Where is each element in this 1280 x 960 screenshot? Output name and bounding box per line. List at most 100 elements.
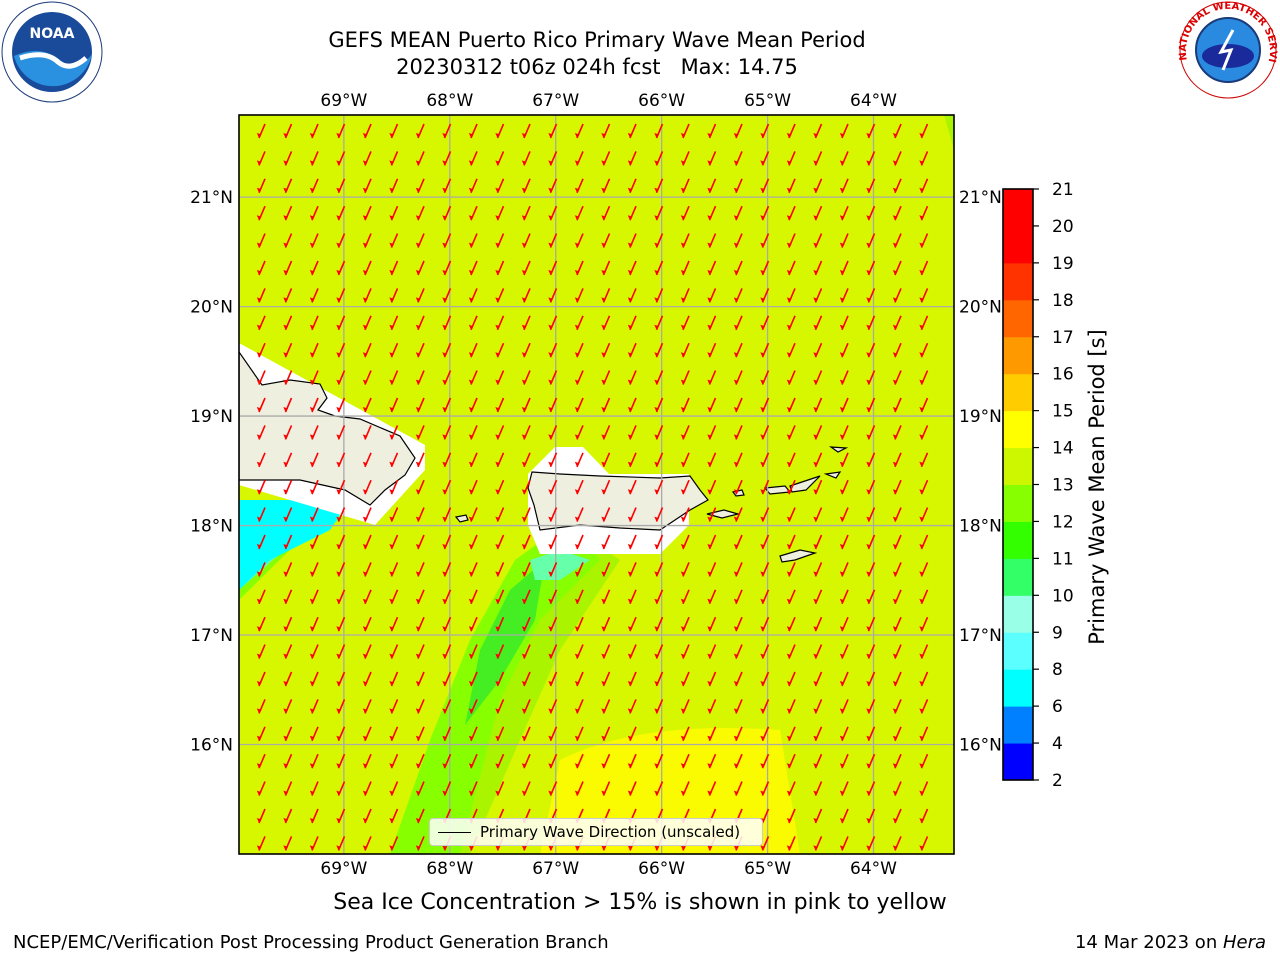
wave-direction-arrow — [866, 397, 876, 413]
wave-direction-arrow — [336, 808, 346, 824]
wave-direction-arrow — [601, 233, 611, 248]
wave-direction-arrow — [813, 589, 823, 605]
wave-direction-arrow — [707, 562, 717, 577]
wave-direction-arrow — [707, 479, 717, 495]
wave-direction-arrow — [389, 616, 399, 632]
wave-direction-arrow — [627, 507, 637, 522]
wave-direction-arrow — [336, 671, 346, 687]
wave-direction-arrow — [336, 233, 346, 248]
wave-direction-arrow — [813, 644, 823, 659]
wave-direction-arrow — [786, 534, 796, 550]
wave-direction-arrow — [707, 342, 717, 358]
wave-direction-arrow — [839, 397, 849, 413]
wave-direction-arrow — [574, 644, 584, 659]
land-hispaniola — [239, 350, 416, 506]
wave-direction-arrow — [627, 589, 637, 605]
wave-direction-arrow — [786, 205, 796, 221]
lat-tick-label-left: 21°N — [190, 188, 233, 208]
wave-direction-arrow — [283, 671, 293, 687]
wave-direction-arrow — [707, 178, 717, 194]
wave-direction-arrow — [919, 808, 929, 824]
wave-direction-arrow — [813, 479, 823, 495]
wave-direction-arrow — [336, 178, 346, 194]
wave-direction-arrow — [309, 205, 319, 221]
wave-direction-arrow — [256, 726, 266, 742]
wave-direction-arrow — [548, 507, 558, 522]
wave-direction-arrow — [521, 397, 531, 413]
wave-direction-arrow — [813, 397, 823, 413]
wave-direction-arrow — [256, 808, 266, 824]
colorbar-tick-label: 11 — [1052, 549, 1074, 569]
wave-direction-arrow — [654, 260, 664, 276]
wave-direction-arrow — [707, 370, 717, 385]
period-13s-corner — [944, 115, 954, 150]
wave-direction-arrow — [415, 397, 425, 413]
wave-direction-arrow — [839, 425, 849, 440]
wave-direction-arrow — [654, 178, 664, 194]
wave-direction-arrow — [442, 260, 452, 276]
wave-direction-arrow — [309, 233, 319, 248]
wave-direction-arrow — [919, 425, 929, 440]
wave-direction-arrow — [389, 260, 399, 276]
wave-direction-arrow — [786, 589, 796, 605]
wave-direction-arrow — [707, 781, 717, 796]
wave-direction-arrow — [919, 616, 929, 632]
wave-direction-arrow — [336, 151, 346, 166]
lon-tick-label-top: 69°W — [320, 91, 367, 111]
colorbar-band — [1003, 410, 1033, 449]
wave-direction-arrow — [362, 753, 372, 769]
wave-direction-arrow — [733, 753, 743, 769]
wave-direction-arrow — [892, 534, 902, 550]
wave-direction-arrow — [574, 260, 584, 276]
wave-direction-arrow — [468, 589, 478, 605]
lon-tick-label-bottom: 68°W — [426, 859, 473, 879]
wave-direction-arrow — [813, 808, 823, 824]
wave-direction-arrow — [680, 425, 690, 440]
lat-tick-label-left: 17°N — [190, 626, 233, 646]
wave-direction-arrow — [362, 178, 372, 194]
wave-direction-arrow — [919, 699, 929, 714]
wave-direction-arrow — [733, 507, 743, 522]
lon-tick-label-bottom: 66°W — [638, 859, 685, 879]
wave-direction-arrow — [256, 699, 266, 714]
wave-direction-arrow — [548, 288, 558, 303]
wave-direction-arrow — [468, 507, 478, 522]
wave-direction-arrow — [839, 205, 849, 221]
chart-title: GEFS MEAN Puerto Rico Primary Wave Mean … — [328, 28, 866, 52]
wave-direction-arrow — [601, 534, 611, 550]
wave-direction-arrow — [442, 151, 452, 166]
land-puerto-rico — [527, 471, 709, 531]
wave-direction-arrow — [362, 644, 372, 659]
wave-direction-arrow — [468, 205, 478, 221]
wave-direction-arrow — [415, 699, 425, 714]
wave-direction-arrow — [839, 671, 849, 687]
wave-direction-arrow — [336, 315, 346, 331]
wave-direction-arrow — [495, 671, 505, 687]
wave-direction-arrow — [760, 397, 770, 413]
wave-direction-arrow — [813, 425, 823, 440]
wave-direction-arrow — [786, 370, 796, 385]
wave-direction-arrow — [654, 616, 664, 632]
wave-direction-arrow — [680, 233, 690, 248]
wave-direction-arrow — [839, 589, 849, 605]
wave-direction-arrow — [866, 644, 876, 659]
wave-direction-arrow — [495, 644, 505, 659]
wave-direction-arrow — [601, 397, 611, 413]
wave-direction-arrow — [733, 589, 743, 605]
wave-direction-arrow — [601, 671, 611, 687]
wave-direction-arrow — [733, 644, 743, 659]
wave-direction-arrow — [415, 123, 425, 139]
wave-direction-arrow — [654, 370, 664, 385]
wave-direction-arrow — [362, 315, 372, 331]
wave-direction-arrow — [495, 562, 505, 577]
wave-direction-arrow — [654, 342, 664, 358]
wave-direction-arrow — [309, 342, 319, 358]
wave-direction-arrow — [601, 753, 611, 769]
wave-direction-arrow — [892, 370, 902, 385]
wave-direction-arrow — [654, 425, 664, 440]
wave-direction-arrow — [521, 425, 531, 440]
wave-direction-arrow — [468, 452, 478, 468]
wave-direction-arrow — [521, 589, 531, 605]
wave-direction-arrow — [283, 342, 293, 358]
wave-direction-arrow — [495, 260, 505, 276]
